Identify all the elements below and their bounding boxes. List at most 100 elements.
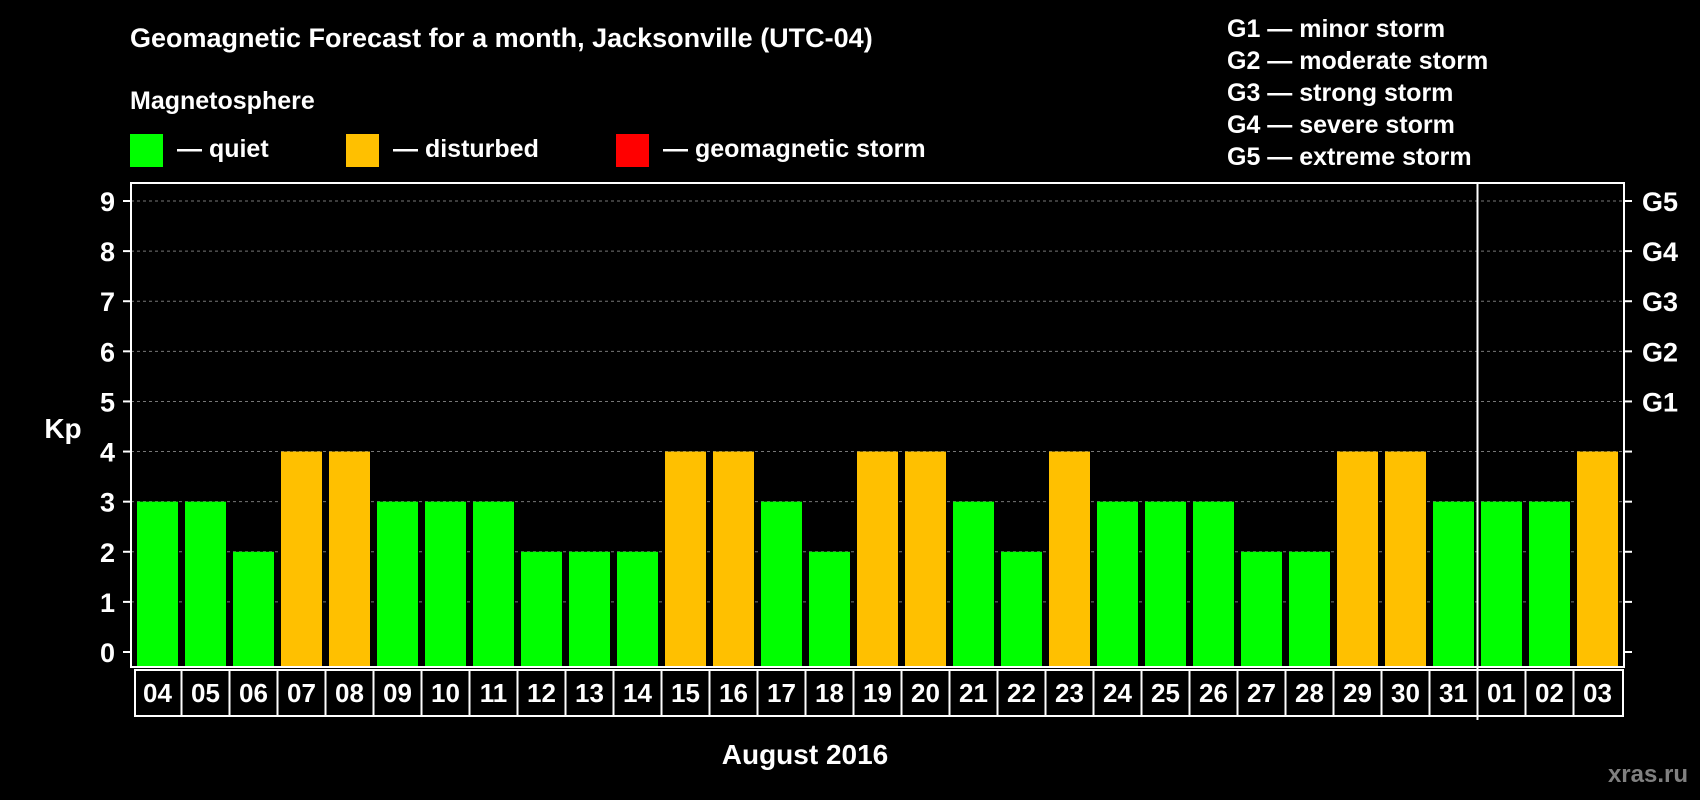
y-axis-label: Kp (44, 413, 81, 444)
storm-scale-item-3: G4 — severe storm (1227, 111, 1455, 139)
g-scale-label-G4: G4 (1642, 237, 1678, 267)
bar-20 (905, 451, 946, 666)
x-tick-label-09: 09 (383, 678, 412, 708)
bar-08 (329, 451, 370, 666)
y-tick-label-4: 4 (100, 438, 115, 468)
x-tick-label-08: 08 (335, 678, 364, 708)
bar-25 (1145, 501, 1186, 666)
x-tick-label-22: 22 (1007, 678, 1036, 708)
bar-11 (473, 501, 514, 666)
bar-27 (1241, 551, 1282, 666)
x-tick-label-14: 14 (623, 678, 652, 708)
x-tick-label-25: 25 (1151, 678, 1180, 708)
y-tick-label-1: 1 (100, 588, 115, 618)
bar-15 (665, 451, 706, 666)
legend-swatch-2 (616, 134, 649, 167)
y-tick-label-3: 3 (100, 488, 115, 518)
bar-13 (569, 551, 610, 666)
x-tick-label-21: 21 (959, 678, 988, 708)
bar-16 (713, 451, 754, 666)
x-tick-label-16: 16 (719, 678, 748, 708)
bar-30 (1385, 451, 1426, 666)
y-tick-label-2: 2 (100, 538, 115, 568)
y-tick-label-6: 6 (100, 337, 115, 367)
chart-title: Geomagnetic Forecast for a month, Jackso… (130, 23, 873, 53)
legend: — quiet — disturbed — geomagnetic storm (130, 134, 926, 167)
bar-17 (761, 501, 802, 666)
y-axis-left: 0 1 2 3 4 5 6 7 8 9 (100, 187, 131, 668)
x-tick-label-01: 01 (1487, 678, 1516, 708)
chart-subtitle: Magnetosphere (130, 87, 315, 115)
x-tick-label-23: 23 (1055, 678, 1084, 708)
x-tick-label-04: 04 (143, 678, 172, 708)
legend-label-1: — disturbed (393, 135, 539, 163)
bar-07 (281, 451, 322, 666)
x-tick-label-10: 10 (431, 678, 460, 708)
bar-09 (377, 501, 418, 666)
x-tick-label-07: 07 (287, 678, 316, 708)
x-tick-label-06: 06 (239, 678, 268, 708)
x-tick-label-28: 28 (1295, 678, 1324, 708)
bar-29 (1337, 451, 1378, 666)
x-tick-label-15: 15 (671, 678, 700, 708)
storm-scale-item-0: G1 — minor storm (1227, 15, 1445, 43)
x-axis-label: August 2016 (722, 739, 889, 770)
x-tick-label-12: 12 (527, 678, 556, 708)
x-tick-label-29: 29 (1343, 678, 1372, 708)
plot-border (130, 182, 1625, 668)
bar-26 (1193, 501, 1234, 666)
bar-02 (1529, 501, 1570, 666)
x-tick-label-31: 31 (1439, 678, 1468, 708)
x-tick-label-27: 27 (1247, 678, 1276, 708)
bar-12 (521, 551, 562, 666)
g-scale-label-G5: G5 (1642, 187, 1678, 217)
y-tick-label-0: 0 (100, 638, 115, 668)
x-tick-label-13: 13 (575, 678, 604, 708)
x-tick-label-11: 11 (480, 678, 508, 708)
x-tick-label-05: 05 (191, 678, 220, 708)
bar-14 (617, 551, 658, 666)
date-strip (134, 669, 1624, 717)
legend-swatch-0 (130, 134, 163, 167)
x-tick-label-24: 24 (1103, 678, 1132, 708)
bar-21 (953, 501, 994, 666)
legend-label-0: — quiet (177, 135, 269, 163)
storm-scale-item-2: G3 — strong storm (1227, 79, 1453, 107)
plot-frame (130, 182, 1625, 720)
bar-01 (1481, 501, 1522, 666)
bar-19 (857, 451, 898, 666)
x-tick-label-17: 17 (767, 678, 796, 708)
x-axis-dates: 04 05 06 07 08 09 10 11 12 13 14 15 16 17 18 19 20 21 22 23… (134, 669, 1624, 717)
y-tick-label-7: 7 (100, 287, 115, 317)
bar-23 (1049, 451, 1090, 666)
g-scale-label-G1: G1 (1642, 387, 1678, 417)
bar-28 (1289, 551, 1330, 666)
y-tick-label-9: 9 (100, 187, 115, 217)
storm-scale-legend: G1 — minor storm G2 — moderate storm G3 — … (1227, 15, 1488, 171)
y-tick-label-5: 5 (100, 387, 115, 417)
bar-24 (1097, 501, 1138, 666)
bar-05 (185, 501, 226, 666)
storm-scale-item-1: G2 — moderate storm (1227, 47, 1488, 75)
x-tick-label-30: 30 (1391, 678, 1420, 708)
x-tick-label-18: 18 (815, 678, 844, 708)
bar-31 (1433, 501, 1474, 666)
bar-06 (233, 551, 274, 666)
watermark: xras.ru (1608, 761, 1688, 788)
legend-swatch-1 (346, 134, 379, 167)
y-axis-right: G1 G2 G3 G4 G5 (1624, 187, 1678, 653)
x-tick-label-19: 19 (863, 678, 892, 708)
g-scale-label-G2: G2 (1642, 337, 1678, 367)
bar-22 (1001, 551, 1042, 666)
x-tick-label-26: 26 (1199, 678, 1228, 708)
x-tick-label-02: 02 (1535, 678, 1564, 708)
legend-label-2: — geomagnetic storm (663, 135, 926, 163)
x-tick-label-03: 03 (1583, 678, 1612, 708)
bar-03 (1577, 451, 1618, 666)
g-scale-label-G3: G3 (1642, 287, 1678, 317)
bar-04 (137, 501, 178, 666)
bars (137, 451, 1618, 666)
y-tick-label-8: 8 (100, 237, 115, 267)
bar-10 (425, 501, 466, 666)
